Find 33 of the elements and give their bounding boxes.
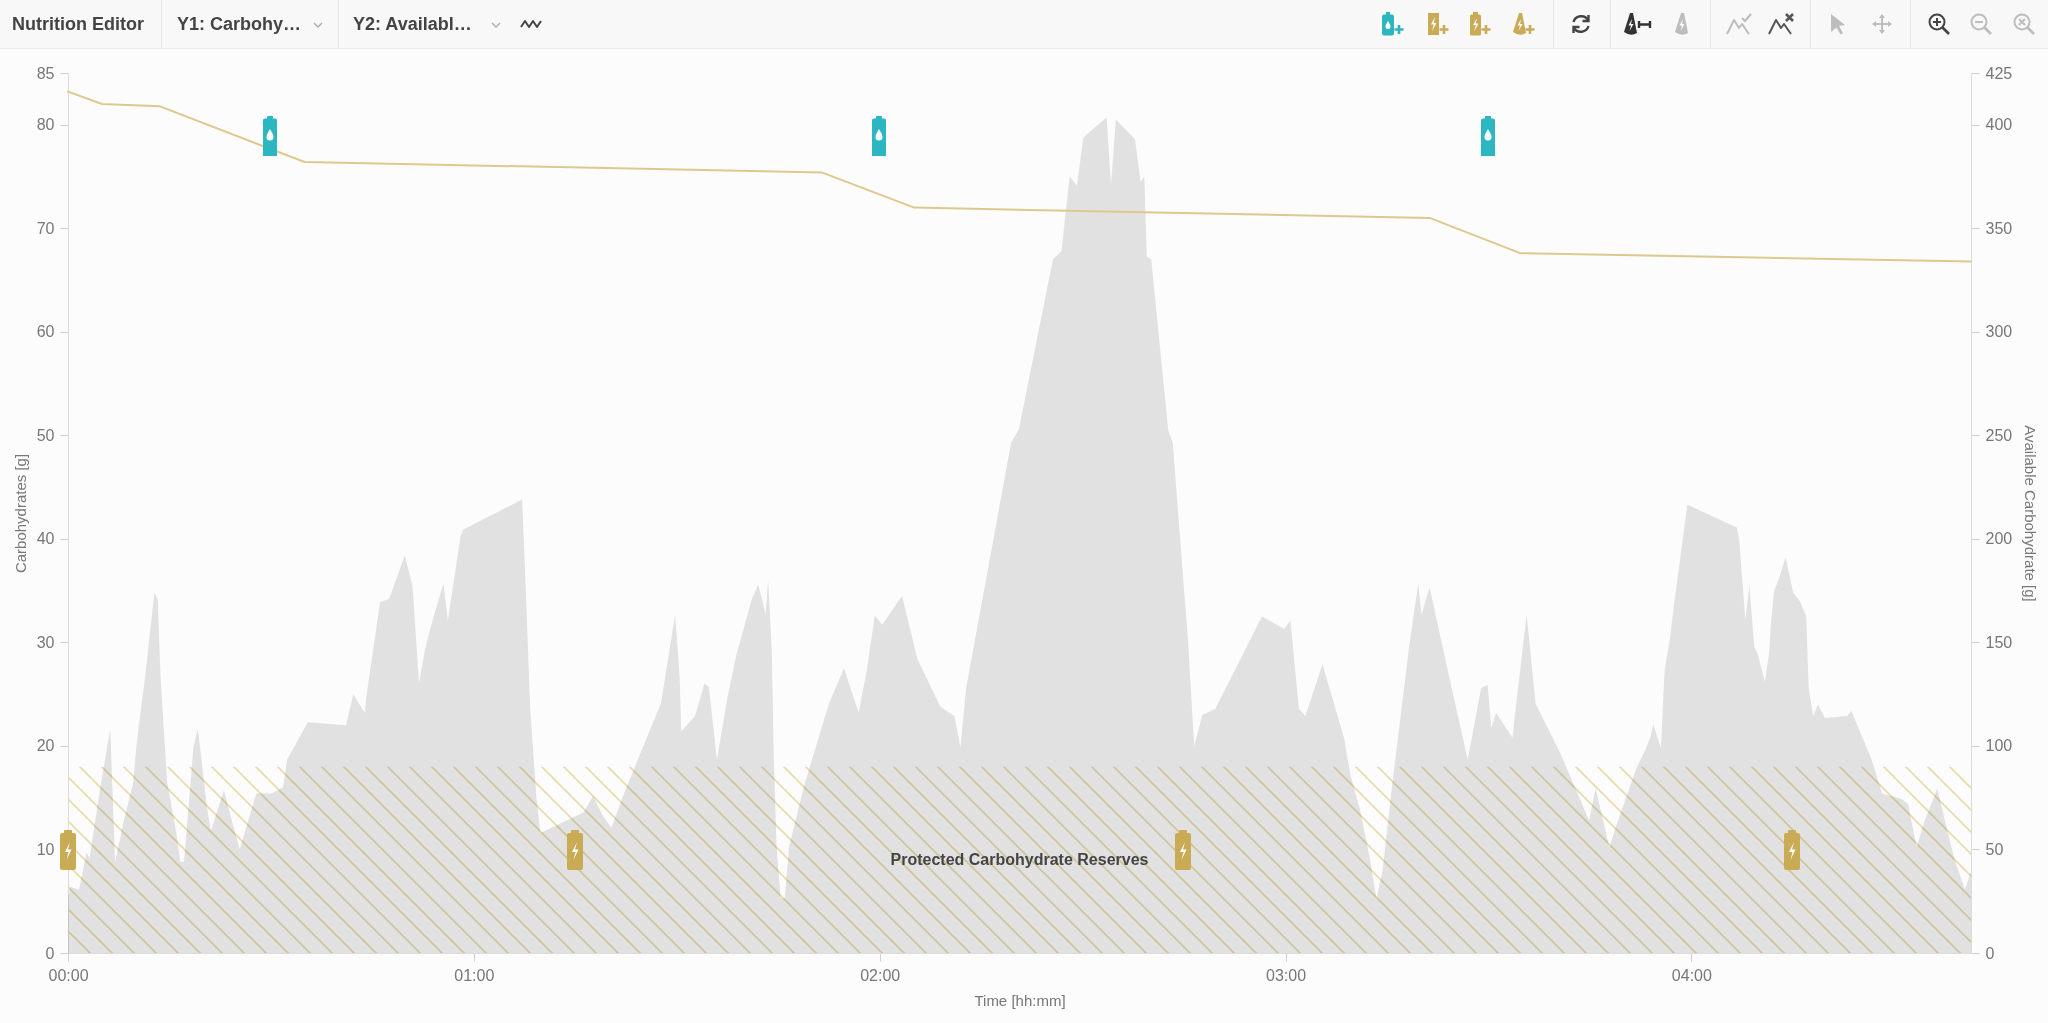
x-tick-label: 01:00 — [454, 966, 495, 984]
y-tick-label: 50 — [36, 426, 55, 444]
y-tick-label: 60 — [36, 323, 55, 341]
band-label: Protected Carbohydrate Reserves — [890, 850, 1149, 868]
y-tick-label: 70 — [36, 219, 55, 237]
x-axis-title: Time [hh:mm] — [974, 991, 1066, 1009]
chart-title: Nutrition Editor — [12, 13, 144, 36]
y-tick-label: 0 — [45, 944, 55, 962]
y2-tick-label: 300 — [1985, 323, 2013, 341]
y-tick-label: 40 — [36, 530, 55, 548]
y2-axis-title: Available Carbohydrate [g] — [2022, 425, 2040, 602]
y2-tick-label: 400 — [1985, 116, 2013, 134]
x-tick-label: 04:00 — [1671, 966, 1712, 984]
y-tick-label: 80 — [36, 116, 55, 134]
y2-tick-label: 100 — [1985, 737, 2013, 755]
line-series — [67, 90, 1972, 263]
y2-tick-label: 425 — [1985, 64, 2013, 82]
x-tick-label: 02:00 — [860, 966, 901, 984]
y2-tick-label: 200 — [1985, 530, 2013, 548]
x-tick-label: 00:00 — [48, 966, 89, 984]
y2-tick-label: 0 — [1985, 944, 1995, 962]
y2-tick-label: 50 — [1985, 840, 2004, 858]
y2-tick-label: 250 — [1985, 426, 2013, 444]
y2-tick-label: 350 — [1985, 219, 2013, 237]
text: Y2: Availabl… — [353, 13, 472, 36]
y-tick-label: 85 — [36, 64, 55, 82]
y-tick-label: 10 — [36, 840, 55, 858]
text: Y1: Carbohy… — [177, 13, 302, 36]
y2-tick-label: 150 — [1985, 633, 2013, 651]
x-tick-label: 03:00 — [1266, 966, 1307, 984]
y-tick-label: 30 — [36, 633, 55, 651]
y-tick-label: 20 — [36, 737, 55, 755]
y-axis-title: Carbohydrates [g] — [11, 453, 29, 574]
